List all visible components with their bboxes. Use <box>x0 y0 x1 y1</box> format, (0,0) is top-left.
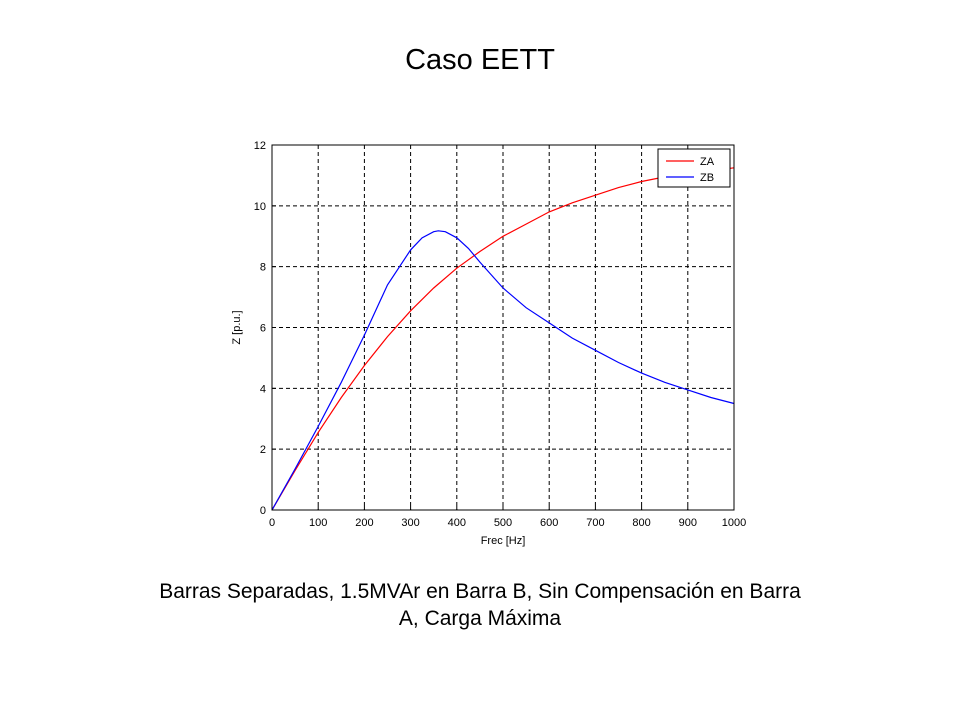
x-tick-label: 100 <box>309 517 327 529</box>
x-tick-label: 400 <box>448 517 466 529</box>
x-tick-label: 800 <box>632 517 650 529</box>
x-tick-label: 300 <box>401 517 419 529</box>
series-line-za <box>271 167 735 511</box>
legend-label-za: ZA <box>700 156 715 168</box>
axis-ticks: 0 100 200 300 400 500 600 700 800 900 1000 0 2 4 6 8 10 1… <box>254 140 746 529</box>
legend-box <box>657 148 731 188</box>
legend-label-zb: ZB <box>700 172 714 184</box>
grid-lines <box>272 145 734 510</box>
y-tick-label: 10 <box>254 201 266 213</box>
legend: ZA ZB <box>657 148 731 188</box>
x-tick-label: 200 <box>355 517 373 529</box>
caption-line-1: Barras Separadas, 1.5MVAr en Barra B, Si… <box>159 580 801 603</box>
x-tick-label: 500 <box>494 517 512 529</box>
x-tick-label: 600 <box>540 517 558 529</box>
slide-title: Caso EETT <box>405 44 555 76</box>
y-tick-label: 12 <box>254 140 266 152</box>
series-lines <box>271 167 735 511</box>
y-tick-label: 2 <box>260 444 266 456</box>
x-tick-label: 0 <box>269 517 275 529</box>
y-tick-label: 8 <box>260 262 266 274</box>
x-tick-label: 700 <box>586 517 604 529</box>
y-tick-label: 4 <box>260 383 266 395</box>
y-tick-label: 6 <box>260 323 266 335</box>
x-tick-label: 1000 <box>722 517 746 529</box>
y-tick-label: 0 <box>260 505 266 517</box>
x-axis-label: Frec [Hz] <box>481 535 526 547</box>
slide-caption: Barras Separadas, 1.5MVAr en Barra B, Si… <box>40 578 920 632</box>
caption-line-2: A, Carga Máxima <box>398 607 562 630</box>
y-axis-label: Z [p.u.] <box>231 310 243 344</box>
series-line-zb <box>271 230 735 511</box>
x-tick-label: 900 <box>679 517 697 529</box>
